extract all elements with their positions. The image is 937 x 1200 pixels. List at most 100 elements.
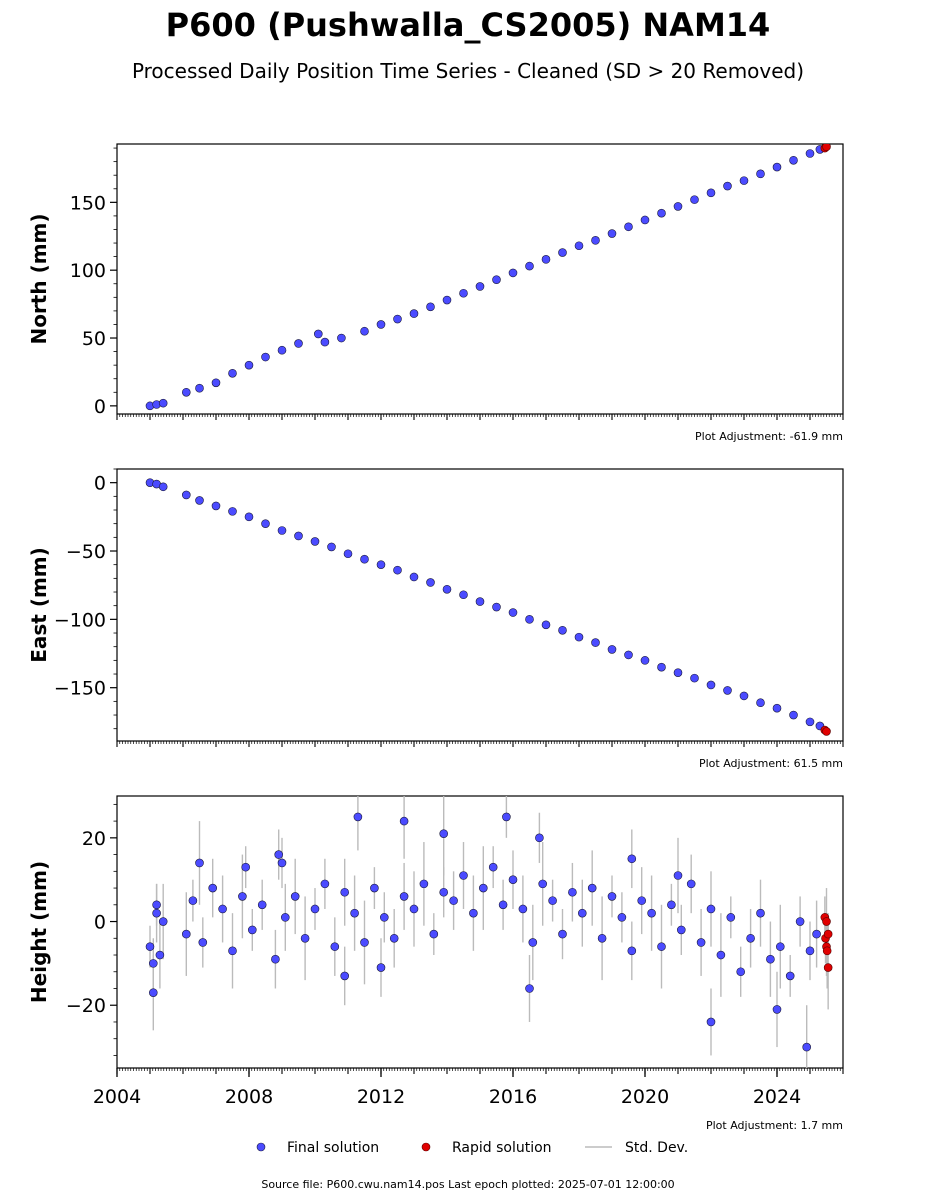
height-final-point <box>149 988 158 997</box>
north-final-point <box>158 398 168 408</box>
height-xtick-label: 2004 <box>93 1086 141 1108</box>
height-ytick-label: 20 <box>82 828 106 850</box>
height-final-point <box>208 883 217 893</box>
height-final-point <box>627 854 637 864</box>
height-final-point <box>587 883 597 893</box>
height-final-point <box>508 875 518 884</box>
north-final-point <box>442 295 452 305</box>
north-final-point <box>558 248 567 257</box>
north-final-point <box>261 352 270 362</box>
height-ytick-label: −20 <box>66 995 106 1017</box>
north-final-point <box>360 326 369 336</box>
east-final-point <box>673 668 683 677</box>
east-ytick-label: −100 <box>54 609 106 631</box>
north-ytick-label: 100 <box>70 260 106 282</box>
height-final-point <box>667 900 676 910</box>
height-final-point <box>277 858 287 868</box>
north-final-point <box>492 275 501 284</box>
height-xtick-label: 2020 <box>621 1086 669 1108</box>
height-ytick-label: 0 <box>94 912 106 934</box>
north-final-point <box>690 195 699 204</box>
east-final-point <box>459 590 468 600</box>
height-final-point <box>676 925 686 935</box>
height-final-point <box>696 938 706 947</box>
legend-final-marker <box>256 1142 266 1152</box>
height-final-point <box>149 959 158 968</box>
north-final-point <box>723 181 732 191</box>
height-final-point <box>399 816 409 826</box>
height-final-point <box>785 971 795 981</box>
height-final-point <box>195 858 204 868</box>
height-final-point <box>379 913 389 922</box>
north-final-point <box>228 368 237 378</box>
north-ytick-label: 150 <box>70 192 106 214</box>
north-final-point <box>313 329 323 339</box>
height-final-point <box>502 812 511 822</box>
height-final-point <box>429 929 439 939</box>
north-final-point <box>624 222 633 232</box>
height-final-point <box>238 892 247 901</box>
height-final-point <box>568 887 577 897</box>
height-final-point <box>617 913 627 922</box>
east-final-point <box>574 632 584 642</box>
height-final-point <box>218 904 227 914</box>
height-final-point <box>736 967 746 977</box>
figure-title: P600 (Pushwalla_CS2005) NAM14 <box>166 6 771 44</box>
east-final-point <box>294 531 303 541</box>
height-final-point <box>274 850 284 859</box>
height-y-axis-label: Height (mm) <box>27 861 51 1003</box>
north-final-point <box>320 337 330 347</box>
north-final-point <box>789 155 798 165</box>
height-final-point <box>145 942 155 951</box>
north-final-point <box>195 383 204 393</box>
height-final-point <box>188 896 198 905</box>
east-final-point <box>211 501 221 511</box>
height-final-point <box>399 892 409 901</box>
east-final-point <box>756 698 765 708</box>
figure-subtitle: Processed Daily Position Time Series - C… <box>132 59 804 83</box>
east-final-point <box>182 490 191 500</box>
height-final-point <box>498 900 508 910</box>
east-final-point <box>690 673 699 683</box>
north-final-point <box>277 345 287 355</box>
north-final-point <box>426 302 435 312</box>
north-final-point <box>508 268 518 278</box>
north-final-point <box>409 309 419 318</box>
east-final-point <box>277 526 287 535</box>
height-final-point <box>248 925 257 935</box>
north-final-point <box>805 149 815 158</box>
height-final-point <box>766 954 775 964</box>
north-rapid-point <box>822 144 831 152</box>
north-final-point <box>541 255 551 264</box>
height-final-point <box>607 892 617 901</box>
north-final-point <box>244 360 254 370</box>
north-plot-adjustment: Plot Adjustment: -61.9 mm <box>695 430 843 443</box>
east-final-point <box>525 615 534 624</box>
height-xtick-label: 2012 <box>357 1086 405 1108</box>
east-final-point <box>739 691 749 701</box>
height-final-point <box>706 1017 716 1027</box>
height-final-point <box>812 929 821 939</box>
north-y-axis-label: North (mm) <box>27 213 51 344</box>
east-y-axis-label: East (mm) <box>27 547 51 663</box>
height-final-point <box>772 1005 782 1014</box>
east-final-point <box>607 645 617 654</box>
north-ytick-label: 0 <box>94 396 106 418</box>
height-final-point <box>360 938 369 947</box>
north-final-point <box>459 288 468 298</box>
east-final-point <box>327 542 336 552</box>
east-final-point <box>244 512 254 522</box>
east-rapid-point <box>822 727 831 736</box>
height-final-point <box>775 942 785 951</box>
east-final-point <box>343 549 353 559</box>
height-final-point <box>478 883 488 893</box>
height-final-point <box>535 833 544 843</box>
height-final-point <box>647 908 656 918</box>
height-final-point <box>802 1042 812 1052</box>
height-final-point <box>340 971 350 981</box>
north-final-point <box>772 162 782 172</box>
height-axes-frame <box>116 795 844 1069</box>
height-final-point <box>518 904 528 914</box>
height-rapid-point <box>823 963 833 972</box>
north-final-point <box>211 378 221 388</box>
